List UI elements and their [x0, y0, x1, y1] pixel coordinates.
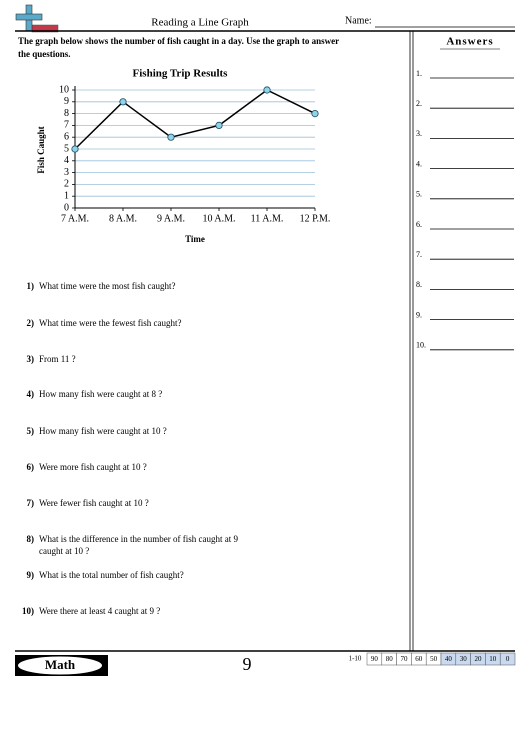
- subject-oval: [18, 656, 102, 675]
- instructions: The graph below shows the number of fish…: [18, 36, 339, 46]
- y-tick-label: 4: [64, 155, 69, 166]
- question-number: 3): [27, 354, 35, 364]
- y-tick-label: 9: [64, 96, 69, 107]
- question-number: 8): [27, 534, 35, 544]
- score: 90: [371, 655, 379, 663]
- answer-number: 7.: [416, 250, 422, 259]
- subject: Math: [45, 657, 76, 672]
- question-number: 1): [27, 281, 35, 291]
- score: 70: [401, 655, 409, 663]
- point: [71, 145, 79, 153]
- x-tick-label: 12 P.M.: [300, 213, 331, 224]
- score: 10: [489, 655, 497, 663]
- score: 30: [460, 655, 468, 663]
- question-text: Were there at least 4 caught at 9 ?: [39, 606, 160, 616]
- score-range: 1-10: [349, 655, 362, 663]
- y-tick-label: 2: [64, 179, 69, 190]
- x-tick-label: 7 A.M.: [61, 213, 89, 224]
- question-number: 5): [27, 426, 35, 436]
- question-text: What is the total number of fish caught?: [39, 570, 184, 580]
- point: [119, 98, 127, 106]
- question-text: What time were the fewest fish caught?: [39, 318, 181, 328]
- question-text: What is the difference in the number of …: [39, 534, 239, 544]
- answer-number: 4.: [416, 159, 422, 168]
- x-axis-label: Time: [185, 234, 205, 244]
- answer-number: 10.: [416, 341, 426, 350]
- question-number: 2): [27, 318, 35, 328]
- score: 60: [415, 655, 423, 663]
- answer-number: 3.: [416, 129, 422, 138]
- answer-number: 2.: [416, 99, 422, 108]
- answer-number: 6.: [416, 220, 422, 229]
- point: [311, 110, 319, 118]
- point: [215, 121, 223, 130]
- point: [167, 133, 175, 141]
- x-tick-label: 8 A.M.: [109, 213, 137, 224]
- instructions: the questions.: [18, 49, 71, 59]
- chart-title: Fishing Trip Results: [133, 68, 229, 80]
- answers-title: Answers: [446, 36, 493, 48]
- y-tick-label: 1: [64, 190, 69, 201]
- y-tick-label: 10: [59, 84, 69, 95]
- answer-number: 1.: [416, 69, 422, 78]
- question-number: 6): [27, 462, 35, 472]
- y-tick-label: 0: [64, 202, 69, 213]
- y-axis-label: Fish Caught: [36, 126, 46, 173]
- line: [74, 89, 316, 150]
- y-tick-label: 8: [64, 108, 69, 119]
- worksheet-title: Reading a Line Graph: [151, 17, 249, 29]
- score: 80: [386, 655, 394, 663]
- y-tick-label: 7: [64, 120, 69, 131]
- x-tick-label: 11 A.M.: [251, 213, 284, 224]
- y-tick-label: 3: [64, 167, 69, 178]
- answer-number: 5.: [416, 190, 422, 199]
- question-number: 10): [22, 606, 34, 616]
- point: [263, 86, 271, 94]
- answer-number: 8.: [416, 280, 422, 289]
- score-cell: [499, 652, 516, 666]
- x-tick-label: 9 A.M.: [157, 213, 185, 224]
- x-tick-label: 10 A.M.: [202, 213, 235, 224]
- question-text: How many fish were caught at 10 ?: [39, 426, 167, 436]
- question-text: How many fish were caught at 8 ?: [39, 389, 162, 399]
- question-number: 9): [27, 570, 35, 580]
- question-text: From 11 ?: [39, 354, 76, 364]
- page-number: 9: [243, 654, 252, 674]
- score: 0: [506, 655, 510, 663]
- question-text: What time were the most fish caught?: [39, 281, 175, 291]
- question-text: Were fewer fish caught at 10 ?: [39, 498, 149, 508]
- question-number: 4): [27, 389, 35, 399]
- question-text: Were more fish caught at 10 ?: [39, 462, 147, 472]
- answer-number: 9.: [416, 310, 422, 319]
- name-label: Name:: [345, 15, 372, 26]
- question-text: caught at 10 ?: [39, 546, 89, 556]
- y-tick-label: 6: [64, 131, 69, 142]
- y-tick-label: 5: [64, 143, 69, 154]
- score: 50: [430, 655, 438, 663]
- question-number: 7): [27, 498, 35, 508]
- score: 20: [475, 655, 483, 663]
- score: 40: [445, 655, 453, 663]
